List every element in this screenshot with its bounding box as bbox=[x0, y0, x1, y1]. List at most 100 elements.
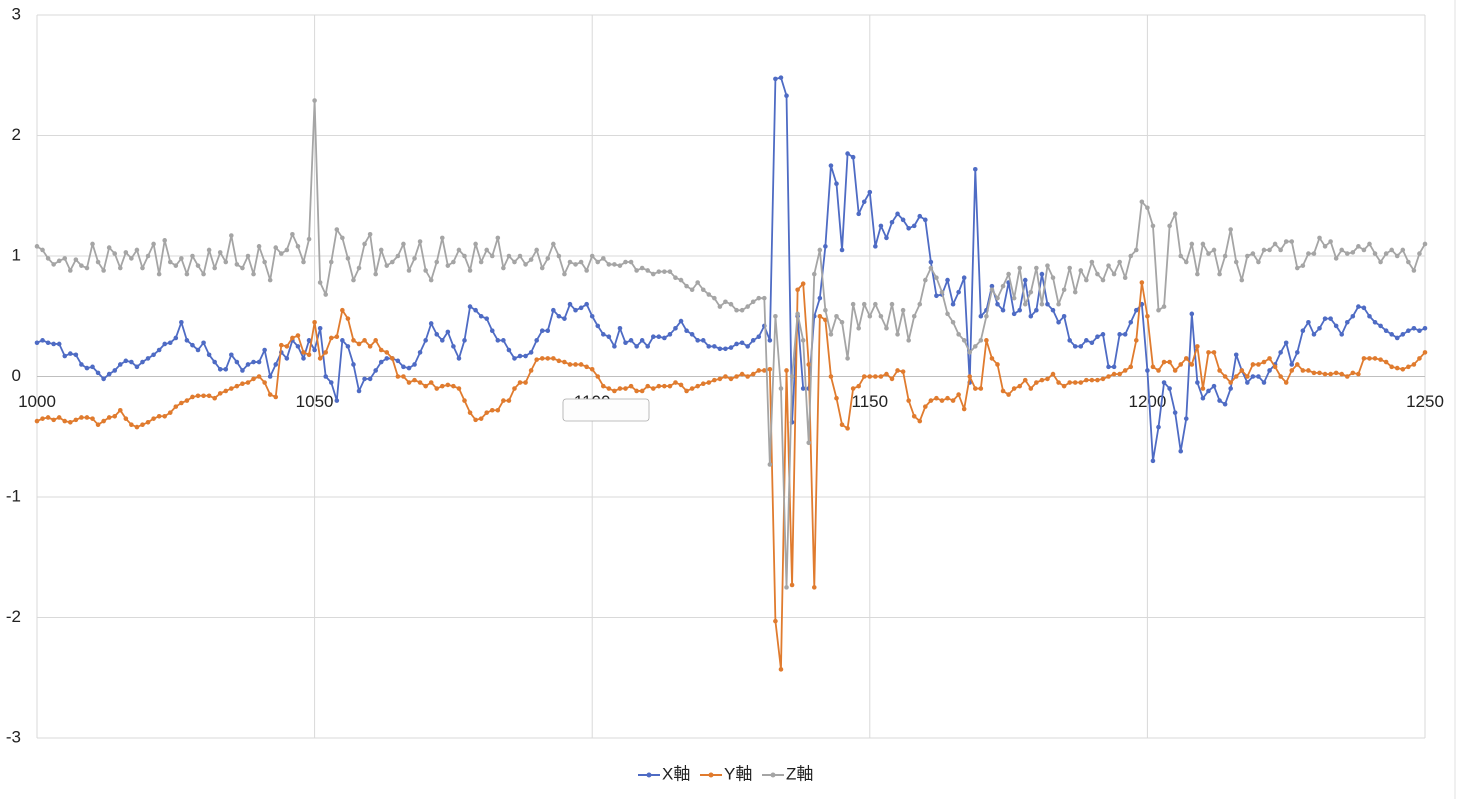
data-point bbox=[1344, 251, 1350, 256]
data-point bbox=[1233, 259, 1239, 265]
data-point bbox=[589, 366, 595, 372]
data-point bbox=[900, 307, 906, 313]
data-point bbox=[1344, 319, 1350, 325]
data-point bbox=[1300, 328, 1306, 334]
data-point bbox=[1339, 332, 1345, 337]
data-point bbox=[1111, 271, 1117, 277]
data-point bbox=[800, 338, 806, 343]
data-point bbox=[1322, 371, 1328, 377]
data-point bbox=[1128, 364, 1134, 370]
data-point bbox=[412, 256, 417, 261]
data-point bbox=[384, 263, 390, 268]
data-point bbox=[950, 301, 956, 307]
data-point bbox=[889, 301, 895, 307]
data-point bbox=[728, 345, 734, 350]
data-point bbox=[984, 338, 989, 343]
data-point bbox=[662, 335, 667, 341]
data-point bbox=[834, 181, 839, 186]
data-point bbox=[1256, 259, 1261, 265]
data-point bbox=[1333, 256, 1339, 261]
data-point bbox=[1272, 364, 1278, 370]
data-point bbox=[1011, 386, 1017, 391]
data-point bbox=[1317, 235, 1322, 241]
data-point bbox=[612, 388, 617, 394]
data-point bbox=[1128, 253, 1134, 259]
data-point bbox=[1300, 263, 1306, 268]
data-point bbox=[462, 253, 467, 259]
data-point bbox=[95, 370, 101, 376]
data-point bbox=[1389, 364, 1394, 370]
data-point bbox=[939, 289, 945, 295]
data-point bbox=[539, 265, 545, 271]
data-point bbox=[1039, 377, 1045, 383]
data-point bbox=[495, 407, 501, 413]
data-point bbox=[295, 244, 301, 249]
data-point bbox=[151, 416, 156, 421]
data-point bbox=[1361, 305, 1367, 311]
data-point bbox=[545, 328, 551, 334]
data-point bbox=[1311, 370, 1317, 376]
data-point bbox=[317, 280, 323, 285]
data-point bbox=[62, 418, 68, 424]
data-point bbox=[1200, 395, 1206, 401]
data-point bbox=[739, 340, 745, 346]
data-point bbox=[856, 211, 861, 217]
data-point bbox=[1206, 388, 1211, 394]
data-point bbox=[129, 359, 134, 365]
data-point bbox=[484, 410, 490, 415]
data-point bbox=[1078, 380, 1084, 385]
data-point bbox=[212, 359, 217, 365]
data-point bbox=[823, 307, 828, 313]
data-point bbox=[1422, 241, 1428, 247]
data-point bbox=[123, 416, 129, 421]
data-point bbox=[1172, 410, 1178, 415]
data-point bbox=[717, 376, 723, 382]
data-point bbox=[434, 386, 440, 391]
data-point bbox=[406, 380, 412, 385]
data-point bbox=[1156, 368, 1161, 373]
data-point bbox=[1045, 263, 1050, 268]
data-point bbox=[861, 374, 867, 379]
data-point bbox=[84, 415, 90, 420]
data-point bbox=[1217, 271, 1222, 277]
data-point bbox=[556, 358, 562, 364]
data-point bbox=[556, 313, 562, 319]
data-point bbox=[73, 352, 79, 358]
data-point bbox=[417, 350, 423, 355]
data-point bbox=[84, 265, 90, 271]
data-point bbox=[406, 365, 412, 371]
data-point bbox=[928, 265, 934, 271]
data-point bbox=[273, 362, 279, 367]
data-point bbox=[79, 362, 84, 367]
data-point bbox=[873, 374, 878, 379]
data-point bbox=[1250, 251, 1256, 256]
data-point bbox=[1389, 332, 1394, 337]
y-tick-label: 1 bbox=[12, 245, 21, 264]
data-point bbox=[634, 344, 639, 349]
data-point bbox=[684, 328, 689, 334]
data-point bbox=[1278, 247, 1283, 253]
data-point bbox=[839, 247, 845, 253]
data-point bbox=[745, 304, 750, 309]
data-point bbox=[811, 585, 817, 590]
data-point bbox=[606, 334, 612, 340]
data-point bbox=[800, 386, 806, 391]
data-point bbox=[512, 386, 517, 391]
data-point bbox=[1233, 352, 1239, 358]
data-point bbox=[162, 238, 167, 243]
data-point bbox=[1133, 338, 1139, 343]
data-point bbox=[1195, 344, 1200, 349]
data-point bbox=[995, 301, 1000, 307]
data-point bbox=[1150, 458, 1156, 464]
data-point bbox=[1061, 287, 1067, 293]
data-point bbox=[301, 356, 306, 361]
data-point bbox=[367, 232, 373, 237]
data-point bbox=[1361, 247, 1367, 253]
data-point bbox=[1145, 313, 1150, 319]
data-point bbox=[112, 251, 118, 256]
data-point bbox=[678, 318, 684, 324]
data-point bbox=[584, 268, 589, 273]
data-point bbox=[689, 287, 695, 293]
x-tick-label: 1150 bbox=[852, 392, 889, 411]
data-point bbox=[567, 301, 573, 307]
